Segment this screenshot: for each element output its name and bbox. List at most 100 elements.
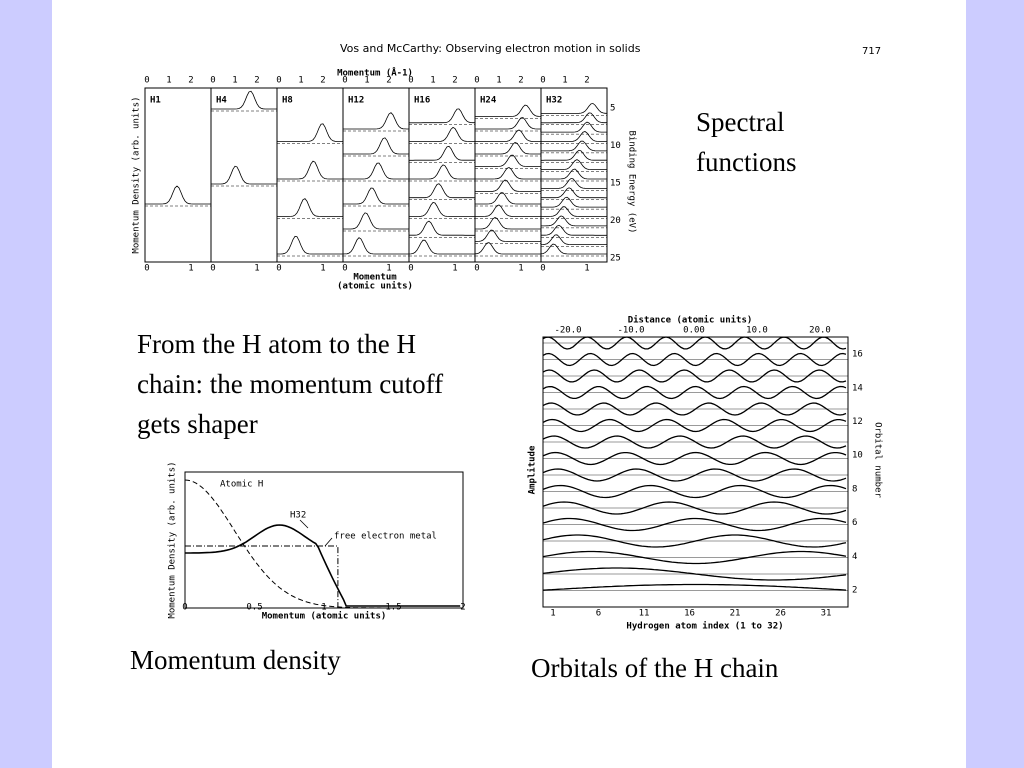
orbital bbox=[542, 501, 847, 515]
annotation: H32 bbox=[290, 511, 306, 521]
tick-label: -20.0 bbox=[554, 326, 581, 336]
spectrum bbox=[343, 162, 409, 180]
frame bbox=[184, 471, 464, 609]
orbital bbox=[542, 418, 847, 433]
tick-label: 1 bbox=[254, 264, 259, 274]
metal-curve bbox=[185, 545, 339, 608]
spectrum bbox=[475, 179, 541, 192]
spectrum bbox=[475, 104, 542, 117]
spectrum bbox=[211, 90, 277, 110]
orbital bbox=[542, 435, 847, 449]
tick-label: 6 bbox=[852, 518, 857, 528]
orbital bbox=[542, 336, 847, 350]
tick-label: -10.0 bbox=[617, 326, 644, 336]
orbital bbox=[542, 468, 847, 482]
tick-label: 0 bbox=[182, 603, 187, 613]
spectrum bbox=[541, 103, 607, 114]
tick-label: 1 bbox=[188, 264, 193, 274]
spectrum bbox=[474, 242, 541, 255]
spectrum bbox=[541, 159, 607, 170]
tick-label: 1 bbox=[364, 76, 369, 86]
spectrum bbox=[541, 196, 607, 208]
tick-label: 20.0 bbox=[809, 326, 831, 336]
spectrum bbox=[277, 160, 343, 180]
tick-label: 1 bbox=[562, 76, 567, 86]
axis-label: Orbital number bbox=[873, 422, 883, 498]
orbital bbox=[542, 567, 847, 581]
tick-label: 0 bbox=[276, 76, 281, 86]
spectrum bbox=[541, 206, 607, 217]
axis-label: Momentum (atomic units) bbox=[262, 611, 387, 622]
orbital bbox=[542, 517, 847, 532]
tick-label: 6 bbox=[596, 609, 601, 619]
tick-label: 21 bbox=[730, 609, 741, 619]
spectrum bbox=[541, 149, 607, 161]
axis-label: (atomic units) bbox=[337, 281, 413, 292]
spectrum bbox=[541, 121, 607, 133]
tick-label: 1 bbox=[430, 76, 435, 86]
panel-label: H32 bbox=[546, 96, 562, 106]
spectrum bbox=[475, 142, 541, 155]
tick-label: 0 bbox=[276, 264, 281, 274]
tick-label: 2 bbox=[386, 76, 391, 86]
orbital bbox=[542, 550, 847, 565]
spectrum bbox=[409, 202, 475, 217]
tick-label: 1 bbox=[232, 76, 237, 86]
tick-label: 1 bbox=[550, 609, 555, 619]
spectrum bbox=[409, 126, 475, 142]
orbital bbox=[542, 534, 847, 548]
axis-label: Distance (atomic units) bbox=[628, 315, 753, 326]
frame bbox=[144, 87, 608, 263]
spectrum bbox=[475, 204, 541, 217]
spectrum bbox=[541, 215, 607, 227]
spectrum bbox=[475, 154, 541, 167]
tick-label: 31 bbox=[821, 609, 832, 619]
tick-label: 0 bbox=[144, 76, 149, 86]
orbital bbox=[542, 484, 847, 499]
tick-label: 2 bbox=[518, 76, 523, 86]
header-title: Vos and McCarthy: Observing electron mot… bbox=[340, 42, 641, 55]
axis-label: Hydrogen atom index (1 to 32) bbox=[626, 621, 783, 632]
tick-label: 4 bbox=[852, 552, 857, 562]
spectrum bbox=[475, 129, 541, 142]
caption-spectral: Spectral functions bbox=[696, 107, 797, 177]
spectrum bbox=[343, 137, 409, 155]
tick-label: 5 bbox=[610, 104, 615, 114]
spectrum bbox=[277, 123, 343, 142]
pointer bbox=[324, 537, 333, 547]
caption-momentum: Momentum density bbox=[130, 645, 341, 675]
axis-label: Amplitude bbox=[527, 445, 538, 494]
spectrum bbox=[475, 192, 541, 205]
tick-label: 0 bbox=[210, 264, 215, 274]
tick-label: 0 bbox=[144, 264, 149, 274]
tick-label: 2 bbox=[584, 76, 589, 86]
tick-label: 26 bbox=[775, 609, 786, 619]
axis-label: Momentum Density (arb. units) bbox=[132, 96, 142, 253]
spectrum bbox=[541, 187, 607, 199]
tick-label: 1 bbox=[518, 264, 523, 274]
axis-label: Momentum (Å-1) bbox=[337, 68, 413, 79]
axis-label: Binding Energy (eV) bbox=[627, 131, 637, 234]
tick-label: 2 bbox=[452, 76, 457, 86]
tick-label: 20 bbox=[610, 216, 621, 226]
spectrum bbox=[342, 237, 409, 255]
orbital bbox=[542, 352, 847, 367]
annotation: Atomic H bbox=[220, 480, 263, 490]
spectrum bbox=[541, 224, 607, 236]
tick-label: 0 bbox=[408, 264, 413, 274]
axis-label: Momentum Density (arb. units) bbox=[168, 461, 178, 618]
annotation: free electron metal bbox=[334, 532, 437, 542]
spectrum bbox=[343, 187, 409, 205]
spectrum bbox=[409, 220, 475, 236]
pointer bbox=[299, 519, 309, 529]
tick-label: 10 bbox=[852, 451, 863, 461]
spectrum bbox=[409, 164, 475, 180]
spectrum bbox=[540, 243, 607, 255]
tick-label: 0 bbox=[408, 76, 413, 86]
atomic-curve bbox=[184, 479, 461, 609]
tick-label: 1 bbox=[298, 76, 303, 86]
spectrum bbox=[408, 239, 475, 255]
page bbox=[52, 0, 966, 768]
